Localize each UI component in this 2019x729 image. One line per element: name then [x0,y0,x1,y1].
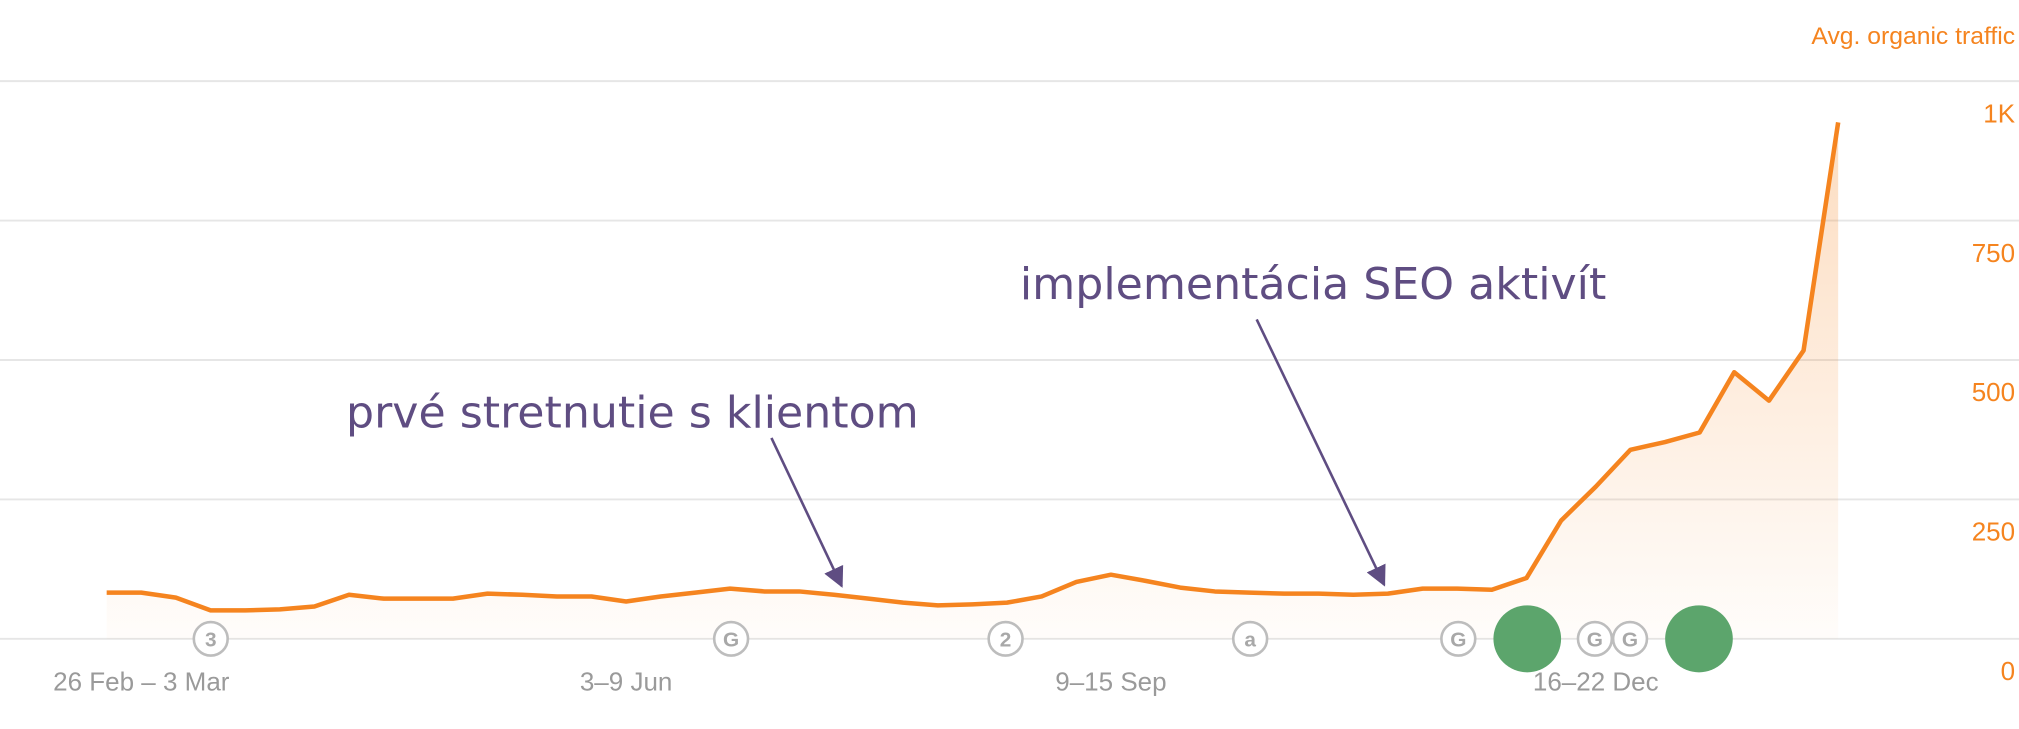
event-marker-label: G [1587,629,1603,652]
event-highlight [1665,605,1733,673]
y-tick-label: 250 [1972,519,2015,547]
event-marker-label: G [723,629,739,652]
event-marker-label: G [1450,629,1466,652]
area [106,122,1839,639]
line [106,122,1841,613]
annotation: prvé stretnutie s klientom [346,388,919,439]
event-marker [1611,620,1649,657]
event-marker [712,620,750,657]
event-marker [987,620,1024,657]
annotation-arrow [1255,318,1386,587]
event-marker-label: G [1622,629,1638,652]
x-tick-label: 16–22 Dec [1533,668,1659,696]
x-tick-label: 26 Feb – 3 Mar [53,668,230,696]
axis-label: Avg. organic traffic [1811,23,2015,50]
x-tick-label: 9–15 Sep [1055,668,1166,696]
y-tick-label: 0 [2001,658,2015,686]
y-tick-label: 1K [1983,100,2015,128]
y-tick-label: 500 [1972,379,2015,407]
y-tick-label: 750 [1972,240,2015,268]
annotation: implementácia SEO aktivít [1020,259,1606,310]
event-marker-label: a [1244,629,1256,652]
annotation-arrow [770,437,844,588]
event-marker [192,620,229,657]
event-marker-label: 3 [205,629,217,652]
event-marker-label: 2 [1000,629,1012,652]
event-marker [1440,620,1477,657]
event-highlight [1493,605,1562,673]
event-marker [1231,620,1269,657]
x-tick-label: 3–9 Jun [580,668,673,696]
